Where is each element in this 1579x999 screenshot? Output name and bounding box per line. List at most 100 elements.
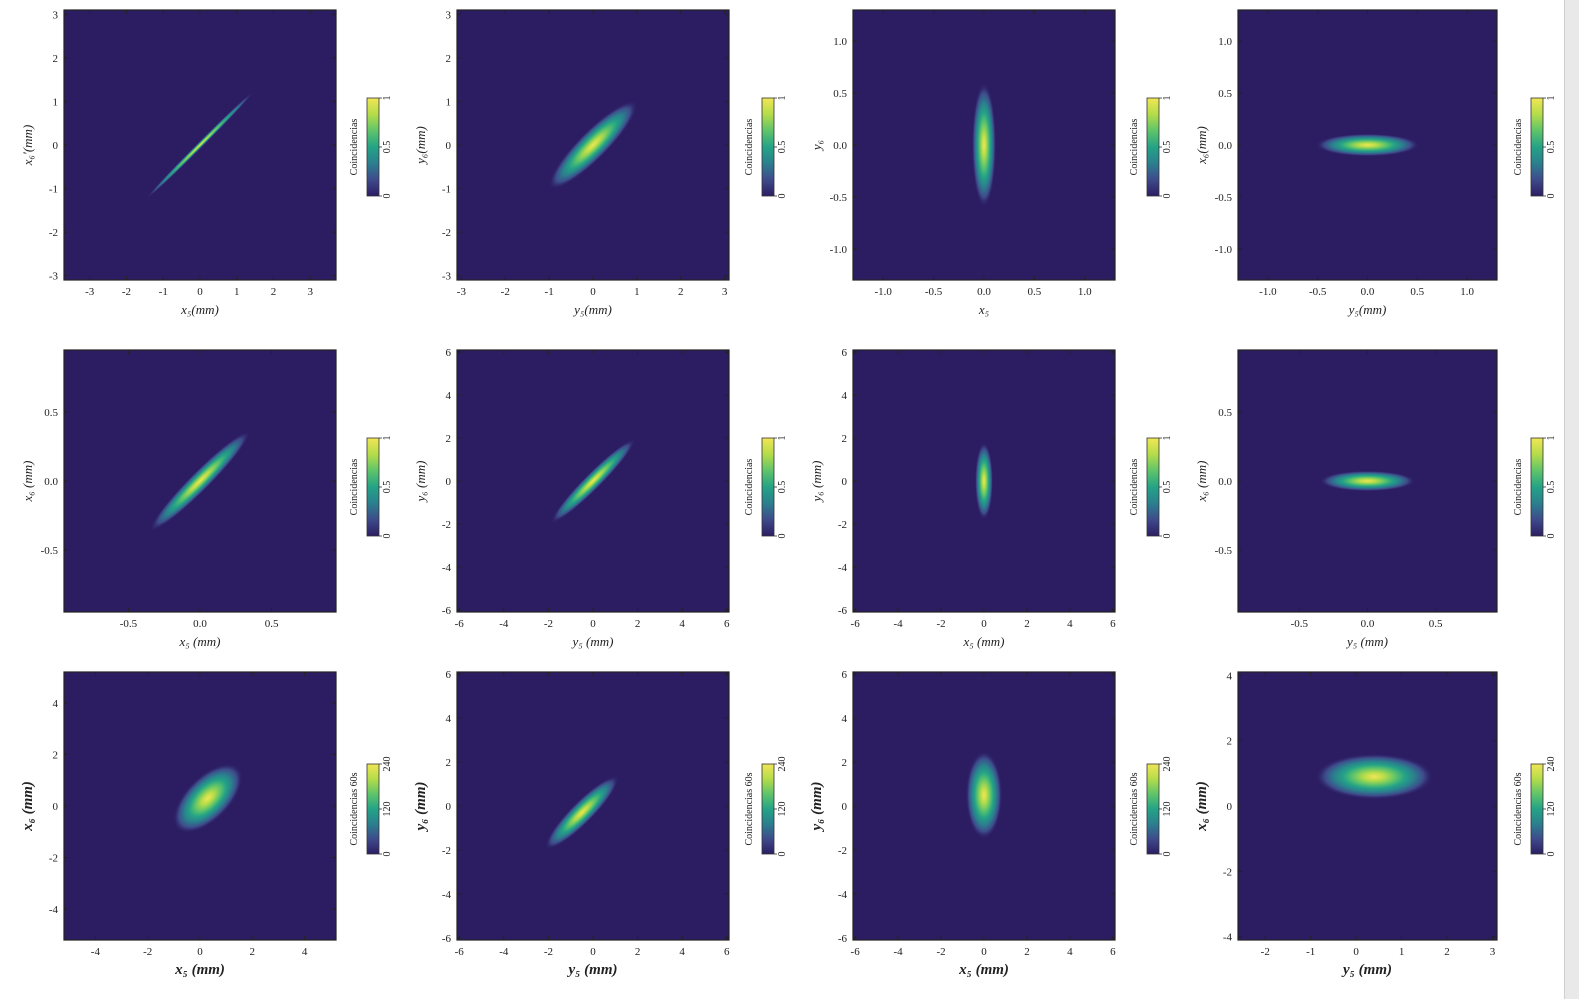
heatmap-panel-6: -6 -4 -2 0 2 4 6 -6 -4 -2 0 2 4 6 y₅ (mm) y₆ (mm) 0 0.5 1 C… <box>413 347 788 649</box>
colorbar-tick-label: 1 <box>382 436 393 441</box>
x-tick-label: -2 <box>143 946 152 958</box>
x-tick-label: 0 <box>590 946 596 958</box>
colorbar-tick-label: 1 <box>1546 96 1557 101</box>
y-tick-label: -6 <box>442 933 452 945</box>
y-tick-label: -0.5 <box>830 192 848 204</box>
y-tick-label: 3 <box>446 9 452 21</box>
colorbar-tick-label: 1 <box>777 96 788 101</box>
y-axis-label: x₆ (mm) <box>20 461 35 503</box>
y-tick-label: -2 <box>838 519 847 531</box>
y-tick-label: 6 <box>842 347 848 359</box>
heatmap-panel-3: -1.0 -0.5 0.0 0.5 1.0 -1.0 -0.5 0.0 0.5 1.0 x₅ y₆ 0 0… <box>809 9 1173 317</box>
y-tick-label: 4 <box>842 390 848 402</box>
x-tick-label: -2 <box>1261 946 1270 958</box>
colorbar <box>366 437 380 537</box>
y-axis-label: x₆(mm) <box>1194 126 1209 165</box>
y-tick-label: 2 <box>1227 736 1233 748</box>
x-tick-label: -3 <box>457 286 467 298</box>
page-edge <box>1564 0 1579 999</box>
heatmap-panel-9: -4 -2 0 2 4 -4 -2 0 2 4 x₅ (mm) x₆ (mm) 0 120 240 Coinc… <box>20 671 393 978</box>
y-tick-label: 2 <box>53 749 59 761</box>
x-tick-label: 0.5 <box>1410 286 1424 298</box>
coincidence-peak <box>550 438 636 524</box>
colorbar <box>366 97 380 197</box>
x-tick-label: 2 <box>271 286 277 298</box>
colorbar-tick-label: 120 <box>382 802 393 817</box>
x-tick-label: 6 <box>1110 946 1116 958</box>
x-tick-label: 0 <box>981 946 987 958</box>
y-tick-label: -3 <box>442 271 452 283</box>
x-tick-label: 2 <box>1444 946 1450 958</box>
x-tick-label: -6 <box>455 946 465 958</box>
x-tick-label: 4 <box>302 946 308 958</box>
colorbar-tick-label: 1 <box>382 96 393 101</box>
coincidence-peak <box>149 430 251 532</box>
x-tick-label: -2 <box>501 286 510 298</box>
x-tick-label: 0.0 <box>977 286 991 298</box>
x-tick-label: -4 <box>894 618 904 630</box>
y-axis-label: x₆ (mm) <box>1194 781 1210 832</box>
colorbar-tick-label: 0.5 <box>1546 141 1557 154</box>
y-tick-label: -6 <box>838 933 848 945</box>
x-tick-label: -4 <box>499 618 509 630</box>
y-axis-label: x₆′(mm) <box>20 125 35 167</box>
y-tick-label: -0.5 <box>1215 545 1233 557</box>
colorbar-tick-label: 0 <box>382 194 393 199</box>
x-axis-label: x₅(mm) <box>180 302 219 317</box>
y-tick-label: 6 <box>842 669 848 681</box>
y-tick-label: 2 <box>446 757 452 769</box>
y-tick-label: 0 <box>842 801 848 813</box>
colorbar-label: Coincidencias <box>349 459 360 516</box>
y-tick-label: 0 <box>53 801 59 813</box>
colorbar-tick-label: 0.5 <box>1162 141 1173 154</box>
x-axis-label: x₅ <box>978 302 989 317</box>
coincidence-peak <box>971 82 997 208</box>
x-tick-label: 2 <box>635 618 641 630</box>
colorbar-tick-label: 0.5 <box>777 141 788 154</box>
x-tick-label: 0.0 <box>193 618 207 630</box>
y-tick-label: 4 <box>1227 670 1233 682</box>
y-tick-label: 4 <box>446 390 452 402</box>
heatmap-panel-11: -6 -4 -2 0 2 4 6 -6 -4 -2 0 2 4 6 x₅ (mm) y₆ (mm) 0 120 24… <box>809 669 1173 978</box>
colorbar-tick-label: 0 <box>1162 194 1173 199</box>
x-tick-label: 0.5 <box>265 618 279 630</box>
colorbar <box>761 97 775 197</box>
y-tick-label: -2 <box>442 227 451 239</box>
colorbar-label: Coincidencias <box>1129 119 1140 176</box>
x-tick-label: 2 <box>1024 618 1030 630</box>
x-tick-label: 1.0 <box>1460 286 1474 298</box>
colorbar-tick-label: 0 <box>1162 852 1173 857</box>
x-tick-label: -4 <box>894 946 904 958</box>
x-tick-label: -0.5 <box>1291 618 1309 630</box>
y-tick-label: 2 <box>842 757 848 769</box>
colorbar-tick-label: 0 <box>1546 852 1557 857</box>
colorbar-tick-label: 1 <box>1162 436 1173 441</box>
coincidence-peak <box>974 442 994 520</box>
colorbar <box>761 763 775 855</box>
y-tick-label: -1 <box>49 184 58 196</box>
x-tick-label: -4 <box>91 946 101 958</box>
x-tick-label: 0.5 <box>1028 286 1042 298</box>
x-tick-label: 2 <box>1024 946 1030 958</box>
colorbar-label: Coincidencias <box>349 119 360 176</box>
heatmap-panel-12: -2 -1 0 1 2 3 -4 -2 0 2 4 y₅ (mm) x₆ (mm) 0 120 240 Coin… <box>1194 670 1557 978</box>
x-axis-label: x₅ (mm) <box>179 634 221 649</box>
x-axis-label: y₅(mm) <box>1347 302 1387 317</box>
y-tick-label: 0 <box>446 801 452 813</box>
y-tick-label: -1.0 <box>1215 244 1233 256</box>
coincidence-peak <box>548 100 638 190</box>
x-tick-label: 0.0 <box>1361 286 1375 298</box>
x-tick-label: 0 <box>590 286 596 298</box>
x-tick-label: 4 <box>1067 946 1073 958</box>
x-axis-label: y₅(mm) <box>572 302 612 317</box>
x-axis-label: x₅ (mm) <box>963 634 1005 649</box>
colorbar-label: Coincidencias <box>744 119 755 176</box>
colorbar-tick-label: 0 <box>382 534 393 539</box>
colorbar-label: Coincidencias 60s <box>349 772 360 845</box>
x-tick-label: -2 <box>544 946 553 958</box>
x-tick-label: 2 <box>250 946 256 958</box>
x-tick-label: 6 <box>1110 618 1116 630</box>
colorbar-tick-label: 240 <box>1162 757 1173 772</box>
y-axis-label: y₆ (mm) <box>413 461 428 504</box>
y-tick-label: 0 <box>842 476 848 488</box>
